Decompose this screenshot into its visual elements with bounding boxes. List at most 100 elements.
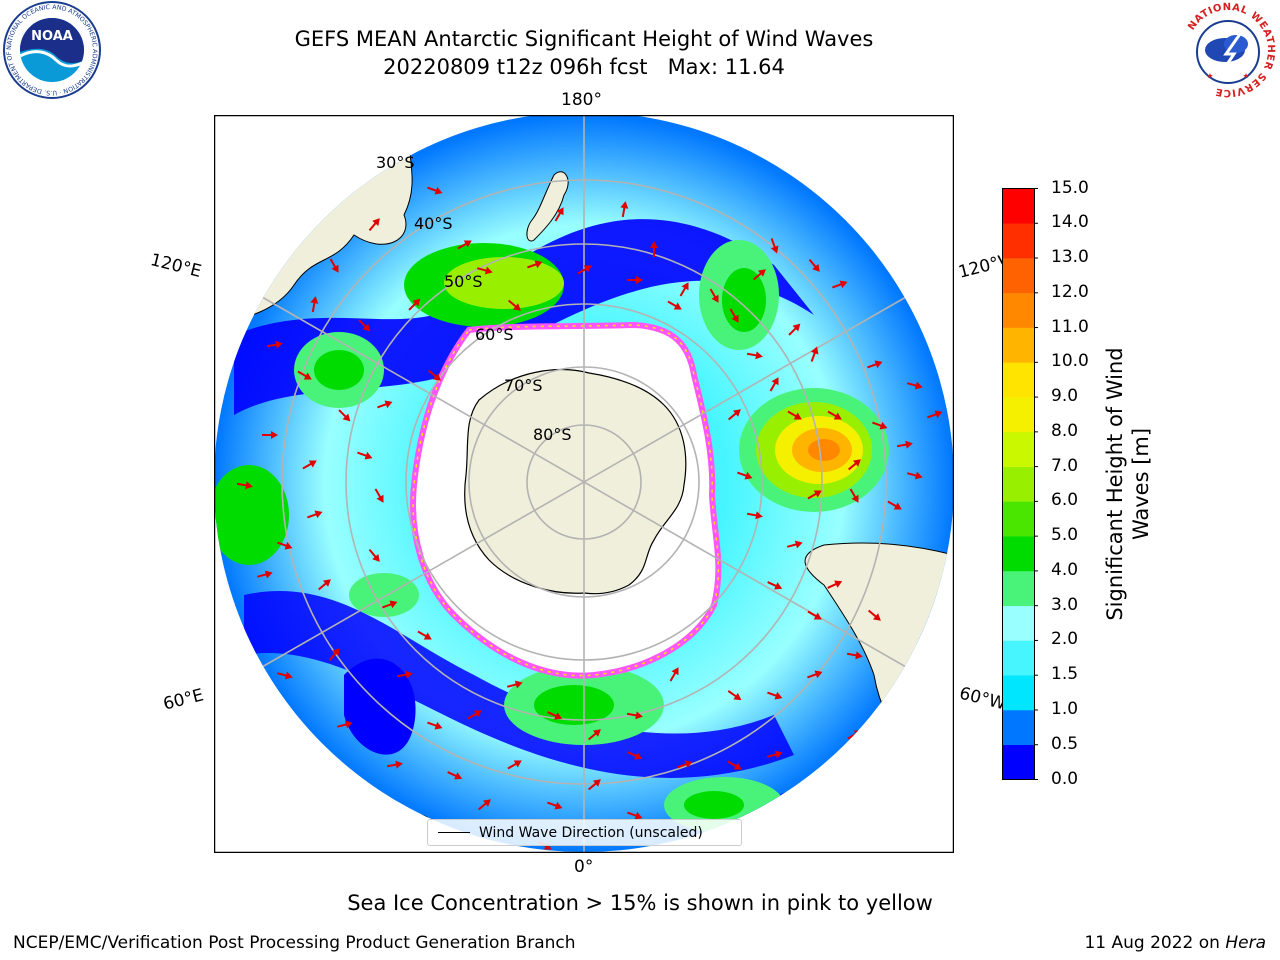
colorbar-tick-label: 6.0	[1051, 490, 1079, 511]
wind-wave-arrow	[867, 609, 881, 621]
wind-wave-arrow	[506, 680, 523, 689]
wind-wave-arrow	[317, 579, 331, 591]
wind-wave-arrow	[767, 581, 783, 590]
colorbar-segment	[1002, 605, 1035, 641]
wind-wave-arrow	[427, 369, 441, 381]
wind-wave-arrow	[627, 751, 643, 760]
lon-label-0: 0°	[574, 857, 594, 877]
noaa-logo: NATIONAL OCEANIC AND ATMOSPHERIC ADMINIS…	[2, 0, 101, 99]
colorbar-segment	[1002, 570, 1035, 606]
wind-wave-arrow	[547, 801, 563, 810]
wind-wave-arrow	[277, 541, 293, 550]
wind-wave-arrow	[396, 670, 413, 679]
wind-wave-arrow	[357, 451, 373, 460]
wind-wave-arrow	[752, 269, 766, 281]
colorbar-segment	[1002, 431, 1035, 467]
wind-wave-arrow	[477, 799, 491, 811]
wind-wave-arrow	[266, 340, 283, 349]
legend-line-swatch	[438, 832, 470, 833]
wind-wave-arrow	[262, 431, 278, 439]
wind-wave-arrow	[587, 779, 601, 791]
wind-wave-arrow	[786, 540, 803, 549]
colorbar-tick-label: 1.0	[1051, 698, 1079, 719]
polar-map	[214, 115, 954, 853]
wind-wave-arrow	[729, 308, 739, 323]
wind-wave-arrow	[887, 500, 902, 510]
colorbar-segment	[1002, 744, 1035, 780]
wind-wave-arrow	[737, 471, 753, 480]
wind-wave-arrow	[727, 409, 741, 421]
wind-wave-arrow	[310, 296, 319, 313]
wind-wave-arrow	[807, 490, 822, 500]
wind-wave-arrow	[767, 691, 783, 700]
wind-wave-arrow	[727, 690, 742, 701]
wind-wave-arrow	[746, 511, 763, 520]
plot-title: GEFS MEAN Antarctic Significant Height o…	[294, 27, 874, 51]
colorbar-tick-label: 2.0	[1051, 629, 1079, 650]
colorbar-tick-label: 4.0	[1051, 559, 1079, 580]
wind-wave-arrow	[846, 651, 863, 660]
wind-wave-arrow	[626, 711, 643, 720]
wind-wave-arrow	[247, 709, 261, 721]
wind-wave-arrow	[677, 760, 693, 769]
wind-wave-arrow	[338, 409, 351, 422]
wind-wave-arrow	[467, 710, 482, 720]
wind-wave-arrow	[627, 811, 643, 820]
wind-wave-arrow	[827, 410, 842, 420]
wind-wave-arrow	[554, 207, 564, 222]
colorbar-tick-label: 9.0	[1051, 386, 1079, 407]
lon-label-60e: 60°E	[161, 685, 206, 715]
wind-wave-arrow	[507, 299, 521, 311]
wind-wave-arrow	[807, 670, 823, 679]
wind-wave-arrow	[650, 241, 658, 257]
colorbar-segment	[1002, 258, 1035, 294]
wind-wave-arrow	[382, 600, 398, 609]
wind-wave-arrow	[527, 260, 543, 269]
colorbar-segment	[1002, 327, 1035, 363]
wind-wave-arrow	[679, 282, 689, 297]
wind-wave-arrow	[727, 760, 742, 770]
wind-wave-arrow	[787, 410, 802, 420]
colorbar-segment	[1002, 466, 1035, 502]
wind-wave-arrow	[457, 240, 472, 250]
wind-wave-arrow	[810, 346, 819, 362]
colorbar-segment	[1002, 675, 1035, 711]
colorbar-segment	[1002, 397, 1035, 433]
wind-wave-arrow	[377, 400, 393, 409]
wind-wave-arrow	[374, 488, 384, 503]
wind-wave-arrow	[408, 298, 421, 311]
colorbar-tick-label: 13.0	[1051, 247, 1089, 268]
wind-wave-arrow	[587, 729, 601, 741]
wind-wave-arrow	[766, 750, 783, 759]
wind-wave-arrow	[807, 610, 822, 620]
wind-wave-arrow	[368, 548, 380, 562]
colorbar-tick-label: 11.0	[1051, 316, 1089, 337]
colorbar-tick-label: 5.0	[1051, 525, 1079, 546]
colorbar-segment	[1002, 188, 1035, 224]
wind-wave-arrow	[358, 319, 371, 332]
wind-wave-arrow	[276, 671, 293, 680]
wind-wave-arrow	[872, 421, 888, 430]
colorbar-segment	[1002, 501, 1035, 537]
lon-label-180: 180°	[561, 90, 602, 110]
wind-wave-arrow	[297, 370, 312, 380]
wind-wave-arrow	[507, 760, 522, 770]
wind-wave-arrow	[897, 711, 913, 720]
colorbar-tick-label: 3.0	[1051, 594, 1079, 615]
wind-wave-arrow	[906, 381, 923, 390]
wind-wave-arrow	[867, 360, 883, 369]
map-border	[214, 115, 954, 853]
nws-logo: NATIONAL WEATHER SERVICE	[1180, 2, 1276, 98]
lon-label-120e: 120°E	[148, 250, 204, 282]
colorbar-tick-label: 0.5	[1051, 733, 1079, 754]
legend-label: Wind Wave Direction (unscaled)	[479, 824, 703, 841]
wind-wave-arrow	[236, 481, 253, 490]
wind-wave-arrow	[827, 580, 843, 589]
wind-wave-arrow	[769, 377, 779, 392]
colorbar-tick-label: 12.0	[1051, 281, 1089, 302]
graticule	[214, 115, 954, 852]
wind-wave-arrow	[808, 258, 820, 272]
wind-wave-arrow	[896, 440, 913, 449]
wind-wave-arrow	[746, 351, 763, 360]
credit-left: NCEP/EMC/Verification Post Processing Pr…	[13, 933, 576, 953]
